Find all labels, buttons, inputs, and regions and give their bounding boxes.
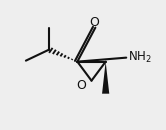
- Text: O: O: [89, 16, 99, 29]
- Polygon shape: [102, 62, 109, 94]
- Text: NH$_2$: NH$_2$: [127, 50, 151, 65]
- Text: O: O: [76, 79, 86, 92]
